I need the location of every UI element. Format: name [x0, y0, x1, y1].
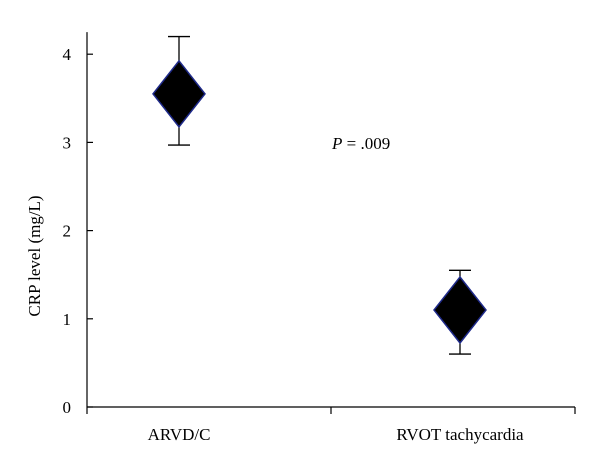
y-tick-label: 2 — [63, 222, 72, 241]
y-axis-label: CRP level (mg/L) — [25, 195, 44, 316]
x-category-label: ARVD/C — [148, 425, 211, 444]
y-tick-label: 1 — [63, 310, 72, 329]
x-category-label: RVOT tachycardia — [396, 425, 524, 444]
x-ticks: ARVD/C RVOT tachycardia — [86, 407, 576, 444]
p-value-annotation: P = .009 — [331, 134, 390, 153]
p-value-text: = .009 — [342, 134, 390, 153]
diamond-marker — [433, 275, 487, 345]
y-tick-label: 4 — [63, 45, 72, 64]
data-marks — [152, 35, 487, 355]
y-ticks: 0 1 2 3 4 — [63, 45, 93, 417]
p-symbol: P — [331, 134, 342, 153]
y-tick-label: 0 — [63, 398, 72, 417]
y-tick-label: 3 — [63, 133, 72, 152]
diamond-marker — [152, 59, 206, 129]
